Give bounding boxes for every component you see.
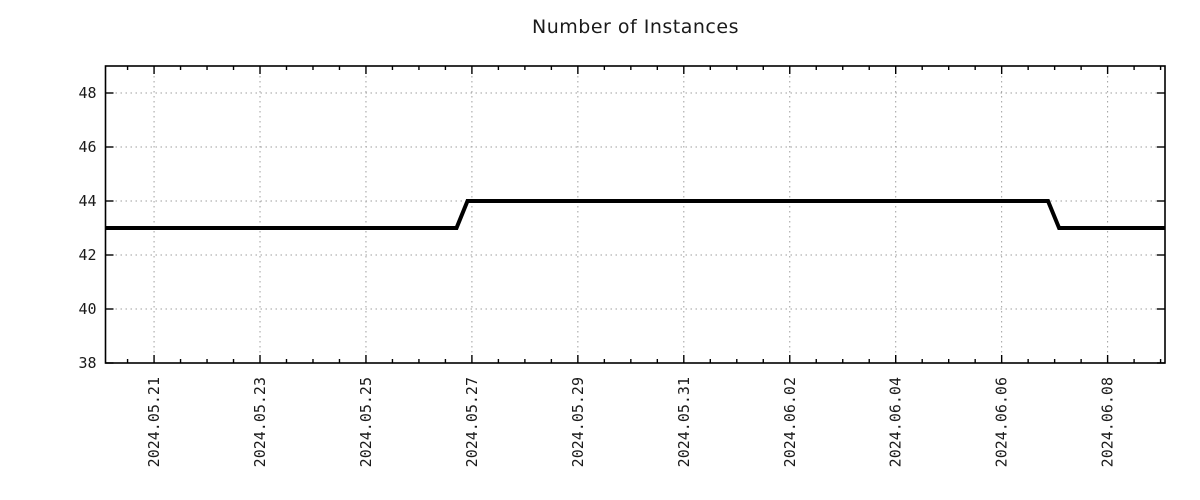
y-tick-label: 46 (78, 138, 96, 156)
plot-frame (104, 65, 1166, 364)
y-tick-label: 42 (78, 246, 96, 264)
y-tick-label: 44 (78, 192, 96, 210)
x-tick-label: 2024.05.29 (569, 377, 587, 467)
x-tick-label: 2024.05.31 (675, 377, 693, 467)
x-tick-label: 2024.05.27 (463, 377, 481, 467)
x-tick-label: 2024.06.06 (993, 377, 1011, 467)
x-tick-label: 2024.05.25 (357, 377, 375, 467)
series-line-instances (105, 199, 1165, 230)
x-tick-label: 2024.05.23 (251, 377, 269, 467)
x-tick-label: 2024.06.08 (1099, 377, 1117, 467)
chart-title: Number of Instances (532, 16, 739, 38)
y-tick-label: 40 (78, 300, 96, 318)
y-tick-label: 38 (78, 354, 96, 372)
axis-ticks (105, 66, 1165, 364)
x-tick-label: 2024.05.21 (145, 377, 163, 467)
x-tick-label: 2024.06.04 (887, 377, 905, 467)
y-tick-label: 48 (78, 84, 96, 102)
grid-lines (105, 66, 1165, 363)
x-tick-labels: 2024.05.21 2024.05.23 2024.05.25 2024.05.27… (145, 377, 1117, 467)
x-tick-label: 2024.06.02 (781, 377, 799, 467)
y-tick-labels: 38 40 42 44 46 48 (78, 84, 96, 372)
